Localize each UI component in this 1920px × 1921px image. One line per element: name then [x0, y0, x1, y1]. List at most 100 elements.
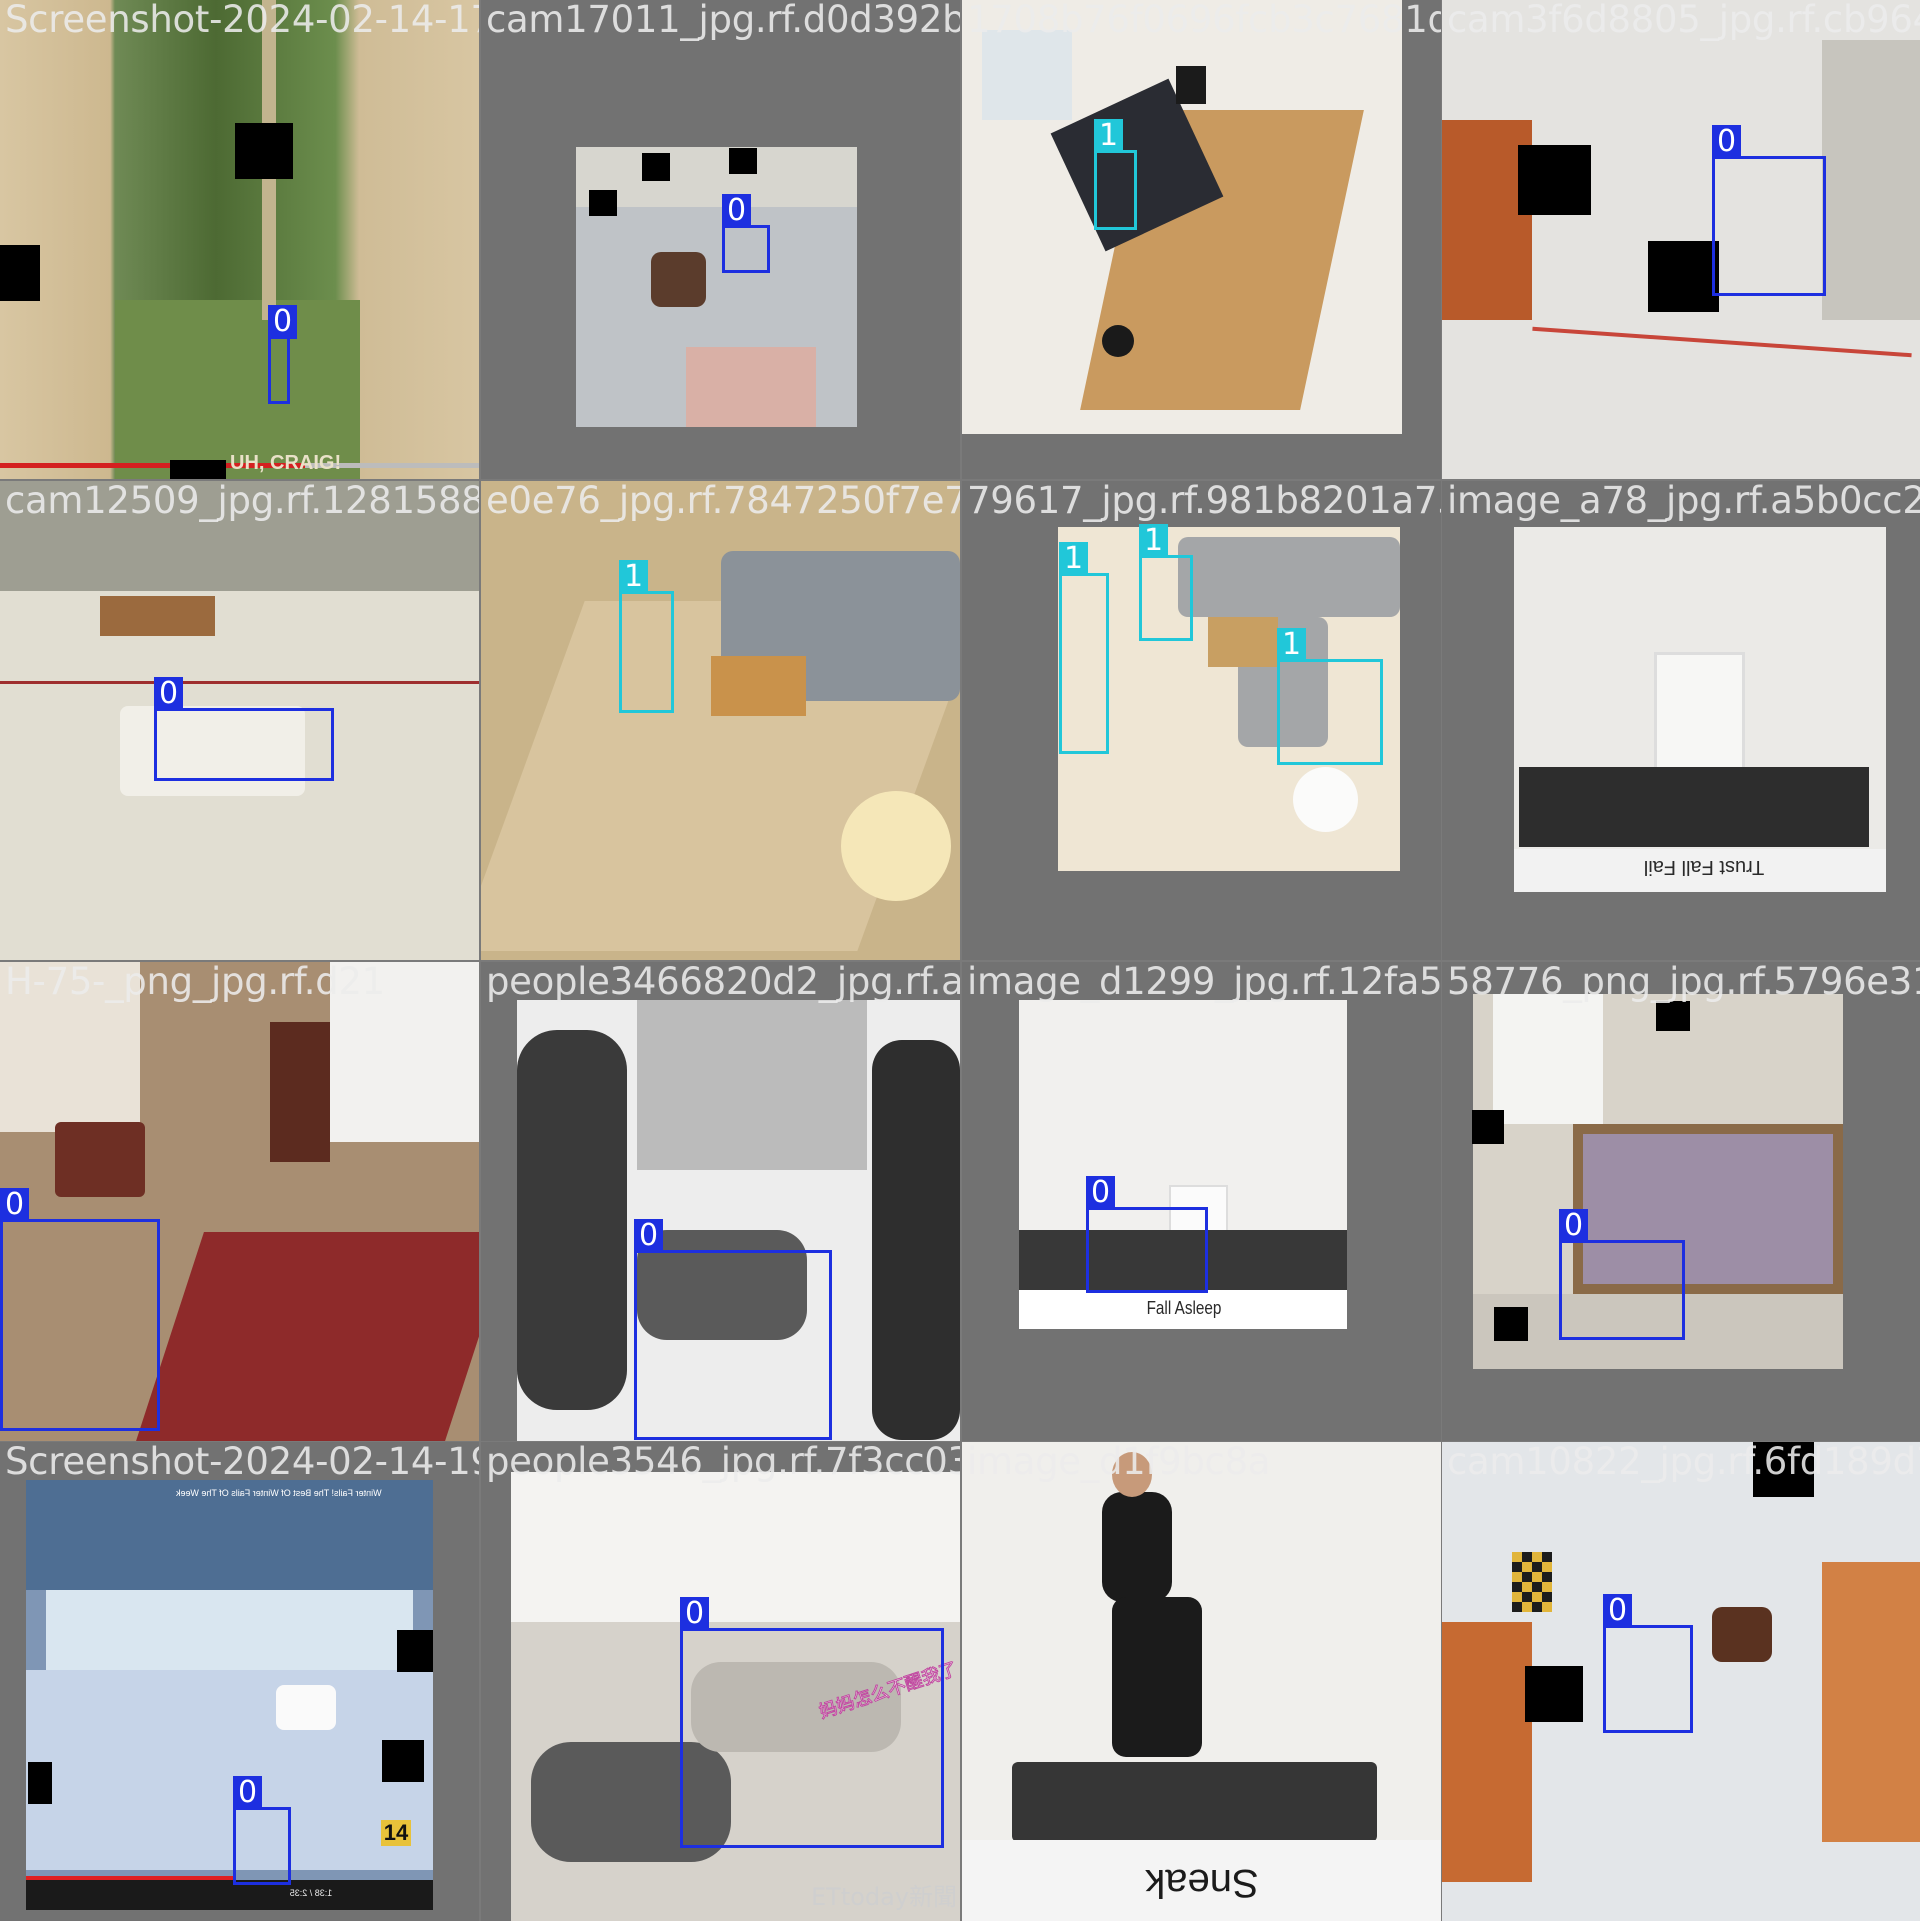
floor	[1473, 1294, 1843, 1369]
detection-box: 0	[1086, 1176, 1208, 1293]
grass	[115, 300, 360, 479]
back-wall	[511, 1472, 960, 1622]
detection-box: 0	[680, 1597, 944, 1848]
tile-caption: Sneak	[1145, 1861, 1259, 1905]
tile-image	[576, 147, 857, 427]
tile-filename: e0e76_jpg.rf.7847250f7e744cb29	[486, 481, 960, 522]
detection-box: 0	[722, 194, 770, 273]
armchair	[1712, 1607, 1772, 1662]
detection-box: 1	[1059, 542, 1109, 754]
detection-box: 0	[1603, 1594, 1693, 1733]
tile-filename: image_d1f9bc8a	[967, 1442, 1271, 1483]
window	[330, 962, 479, 1142]
video-timecode: 1:38 / 2:35	[289, 1888, 333, 1898]
door	[0, 962, 140, 1132]
caption-strip	[1514, 849, 1886, 892]
tile-9: 0 H-75-_png_jpg.rf.d21	[0, 962, 479, 1441]
porch-ceiling	[26, 1480, 433, 1590]
snow-yard	[26, 1670, 433, 1870]
detection-class-label: 0	[634, 1219, 664, 1253]
tile-2: 0 cam17011_jpg.rf.d0d392bfb	[481, 0, 960, 479]
privacy-mask	[1518, 145, 1591, 215]
desk-left	[1442, 120, 1532, 320]
detection-class-label: 0	[1603, 1594, 1633, 1628]
detection-box: 0	[268, 305, 298, 404]
tile-14: 妈妈怎么不醒我了 ETtoday新聞 0 people3546_jpg.rf.7…	[481, 1442, 960, 1921]
detection-class-label: 0	[1559, 1209, 1589, 1243]
detection-box: 0	[0, 1188, 160, 1431]
detection-class-label: 0	[0, 1188, 30, 1222]
tile-image	[1058, 527, 1400, 871]
tile-filename: cam3f6d8805_jpg.rf.cb964049e	[1447, 0, 1920, 41]
detection-box: 1	[619, 560, 674, 713]
detection-box: 1	[1094, 119, 1137, 230]
privacy-mask	[589, 190, 617, 216]
tile-12: 0 58776_png_jpg.rf.5796e312	[1442, 962, 1920, 1441]
tile-image: Fall Asleep	[1019, 1000, 1347, 1329]
fallen-person	[637, 1230, 807, 1340]
person-right	[872, 1040, 960, 1440]
person-head	[1112, 1452, 1152, 1497]
black-mat	[1519, 767, 1869, 847]
sky	[46, 1590, 413, 1670]
privacy-mask	[1472, 1110, 1504, 1144]
mattress	[120, 706, 305, 796]
privacy-mask	[382, 1740, 424, 1782]
bed	[136, 1232, 479, 1441]
detection-class-label: 0	[233, 1776, 263, 1810]
window-wall	[982, 30, 1072, 120]
fireplace	[1654, 652, 1745, 788]
tile-image: Trust Fall Fail	[1514, 527, 1886, 892]
tile-4: 0 cam3f6d8805_jpg.rf.cb964049e	[1442, 0, 1920, 479]
tile-15: Sneak image_d1f9bc8a	[962, 1442, 1441, 1921]
caption-strip	[1019, 1290, 1347, 1329]
tile-image	[1442, 0, 1920, 479]
room-wall	[576, 147, 857, 207]
red-floor-line	[1532, 326, 1912, 358]
tile-filename: 1708b76f0696fcb3c7681da4fa	[967, 0, 1441, 41]
tile-image: Sneak	[962, 1442, 1441, 1921]
privacy-mask	[28, 1762, 52, 1804]
house-wall	[637, 1000, 867, 1170]
detection-class-label: 0	[1712, 125, 1742, 159]
tile-13: Winter Fails! The Best Of Winter Fails O…	[0, 1442, 479, 1921]
person-torso	[1102, 1492, 1172, 1602]
tile-filename: people3546_jpg.rf.7f3cc034	[486, 1442, 960, 1483]
video-badge: 14	[381, 1820, 411, 1846]
lying-child	[691, 1662, 901, 1752]
tile-8: Trust Fall Fail image_a78_jpg.rf.a5b0cc2…	[1442, 481, 1920, 960]
coffee-table	[1208, 617, 1278, 667]
black-mat	[1019, 1230, 1347, 1290]
detection-box: 0	[1559, 1209, 1685, 1340]
red-progress-bar	[0, 463, 305, 468]
privacy-mask	[1753, 1442, 1814, 1497]
detection-box: 1	[1139, 524, 1193, 641]
lying-person	[531, 1742, 731, 1862]
tile-6: 1 e0e76_jpg.rf.7847250f7e744cb29	[481, 481, 960, 960]
tile-filename: cam17011_jpg.rf.d0d392bfb	[486, 0, 960, 41]
person-legs	[1112, 1597, 1202, 1757]
white-lamp	[1293, 767, 1358, 832]
detection-class-label: 1	[1094, 119, 1124, 153]
white-suv	[276, 1685, 336, 1730]
tv	[1176, 66, 1206, 104]
tile-filename: cam10822_jpg.rf.6fd189d7a	[1447, 1442, 1920, 1483]
person-left	[517, 1030, 627, 1410]
detection-box: 1	[1277, 628, 1383, 765]
checker-board	[1512, 1552, 1552, 1612]
detection-class-label: 1	[1277, 628, 1307, 662]
tile-7: 1 1 1 79617_jpg.rf.981b8201a75bbfae	[962, 481, 1441, 960]
tile-image: UH, CRAIG!	[0, 0, 479, 479]
detection-class-label: 0	[154, 677, 184, 711]
lamp	[1102, 325, 1134, 357]
tile-filename: image_d1299_jpg.rf.12fa5e6f9	[967, 962, 1441, 1003]
player-controls	[26, 1880, 433, 1910]
tile-caption: Trust Fall Fail	[1643, 856, 1765, 878]
privacy-mask	[0, 245, 40, 301]
tile-filename: H-75-_png_jpg.rf.d21	[5, 962, 385, 1003]
detection-box: 0	[1712, 125, 1826, 296]
floor-lamp	[841, 791, 951, 901]
detection-class-label: 0	[722, 194, 752, 228]
tile-filename: Screenshot-2024-02-14-17304	[5, 0, 479, 41]
